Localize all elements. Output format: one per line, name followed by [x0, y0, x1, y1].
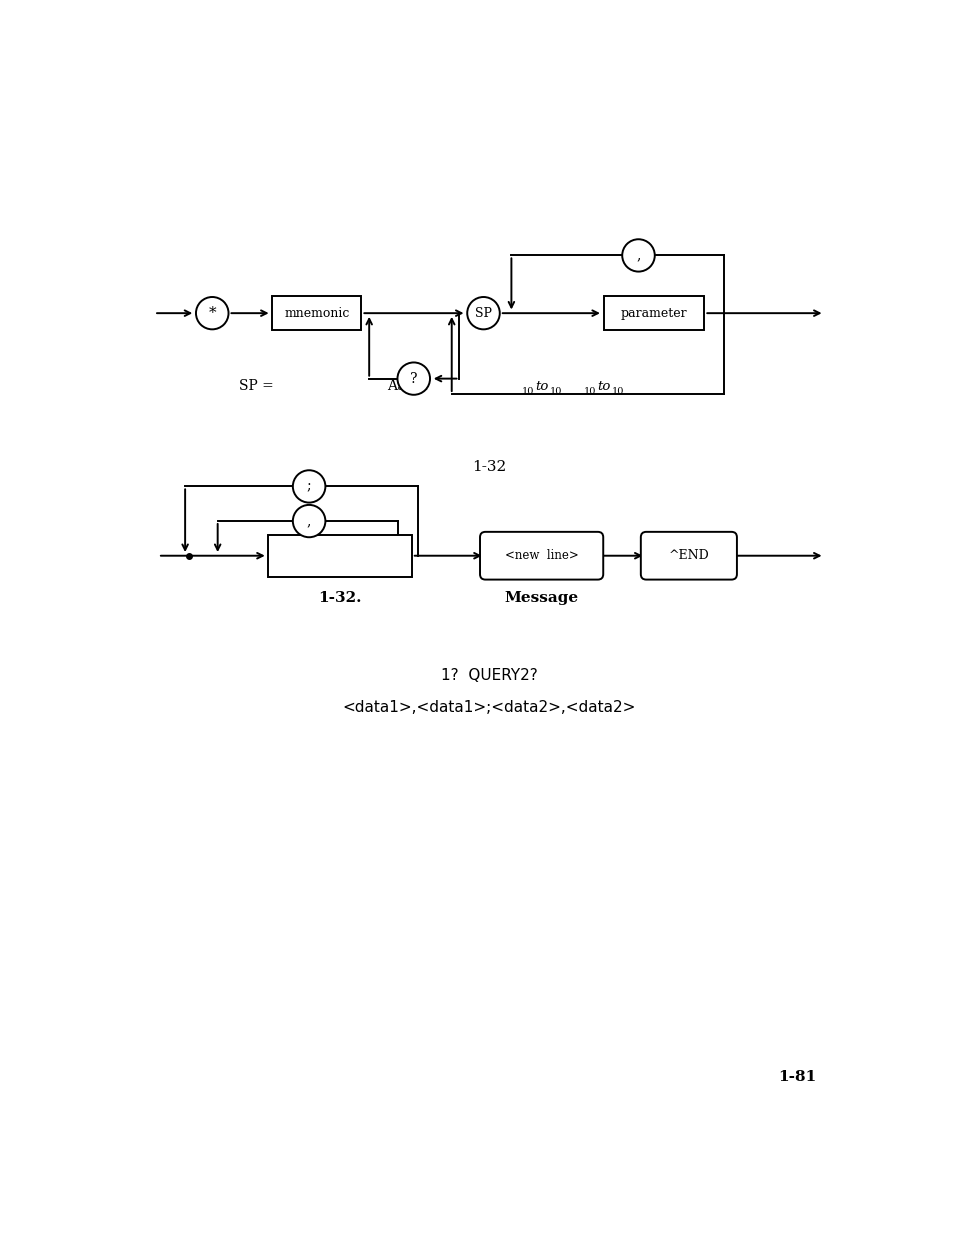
Text: ^END: ^END — [668, 549, 708, 562]
Text: Message: Message — [504, 592, 578, 605]
Bar — [603, 296, 703, 331]
Text: parameter: parameter — [620, 307, 686, 319]
Text: 1-32.: 1-32. — [318, 592, 361, 605]
Circle shape — [195, 297, 229, 329]
FancyBboxPatch shape — [640, 532, 736, 579]
Circle shape — [293, 470, 325, 502]
Text: ,: , — [307, 515, 311, 528]
Circle shape — [293, 505, 325, 537]
Text: 10: 10 — [611, 388, 623, 397]
Text: 10: 10 — [583, 388, 596, 397]
Text: 1-32: 1-32 — [472, 460, 505, 474]
Text: 1-81: 1-81 — [778, 1070, 816, 1084]
Circle shape — [467, 297, 499, 329]
Text: <new  line>: <new line> — [504, 549, 578, 562]
Text: 1?  QUERY2?: 1? QUERY2? — [440, 667, 537, 682]
Text: to: to — [535, 380, 548, 393]
Text: *: * — [208, 306, 215, 321]
Text: <data1>,<data1>;<data2>,<data2>: <data1>,<data1>;<data2>,<data2> — [342, 700, 635, 715]
Text: SP: SP — [475, 307, 492, 319]
Text: ,: , — [636, 249, 640, 262]
Text: ?: ? — [410, 372, 417, 385]
FancyBboxPatch shape — [479, 532, 602, 579]
Text: ASCII: ASCII — [386, 379, 427, 393]
Text: mnemonic: mnemonic — [284, 307, 349, 319]
Text: SP =: SP = — [239, 379, 274, 393]
Bar — [268, 534, 412, 577]
Text: 10: 10 — [521, 388, 534, 397]
Circle shape — [397, 363, 430, 395]
Text: 10: 10 — [549, 388, 561, 397]
Text: ;: ; — [307, 480, 311, 493]
Text: to: to — [597, 380, 610, 393]
Bar — [272, 296, 361, 331]
Circle shape — [621, 239, 654, 271]
